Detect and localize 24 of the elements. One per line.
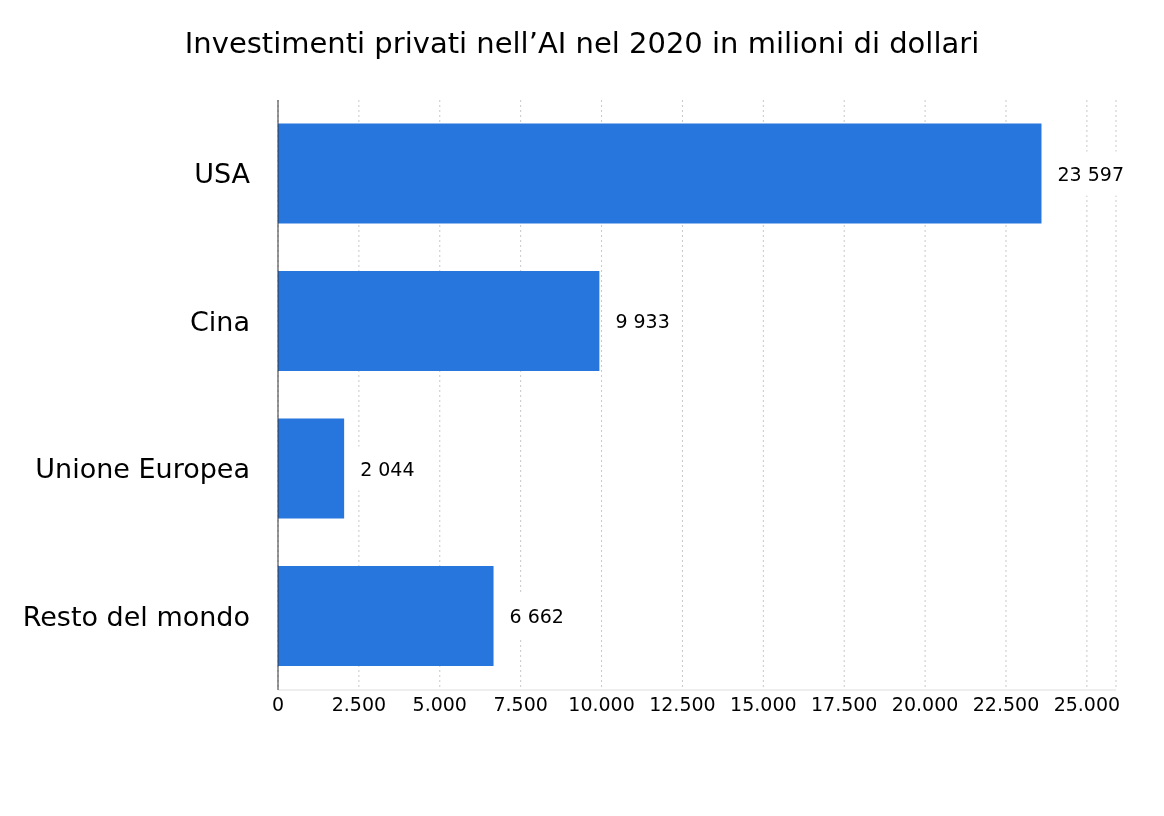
y-tick-label: Unione Europea [35,453,250,485]
data-label: 9 933 [615,310,670,333]
x-tick-label: 22.500 [972,693,1040,716]
x-tick-label: 5.000 [412,693,467,716]
chart-title: Investimenti privati nell’AI nel 2020 in milioni di dollari [183,25,981,62]
x-tick-label: 25.000 [1053,693,1121,716]
x-tick-label: 15.000 [730,693,797,716]
y-tick-label: Resto del mondo [22,600,250,632]
data-label: 2 044 [360,457,415,480]
x-tick-label: 2.500 [331,693,387,716]
x-tick-label: 7.500 [493,693,548,716]
bar [278,418,345,519]
data-label: 23 597 [1057,162,1124,185]
y-tick-label: USA [194,158,251,190]
data-label: 6 662 [509,605,564,628]
x-tick-label: 12.500 [649,693,716,716]
y-tick-label: Cina [189,305,250,337]
bar [278,566,494,667]
x-tick-label: 10.000 [568,693,635,716]
bar [278,271,600,372]
x-tick-label: 20.000 [891,693,959,716]
bar [278,123,1042,224]
x-tick-label: 17.500 [810,693,878,716]
x-tick-label: 0 [271,693,285,716]
